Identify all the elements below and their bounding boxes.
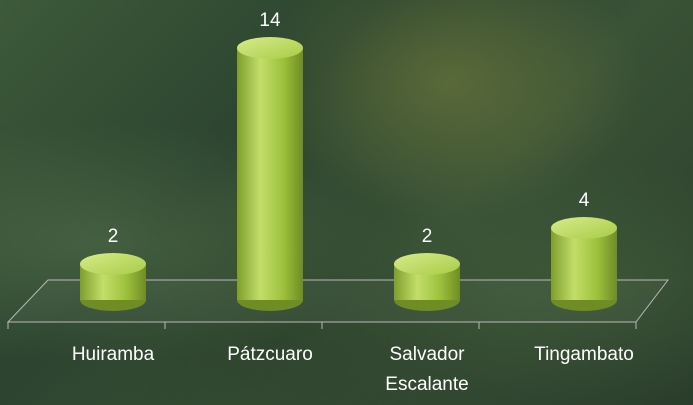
value-label: 14 xyxy=(259,10,281,31)
value-label: 4 xyxy=(579,190,590,211)
x-tick-label: Tingambato xyxy=(534,344,634,365)
bar xyxy=(237,48,303,300)
x-tick-label: Salvador Escalante xyxy=(385,344,469,395)
cylinder-top xyxy=(80,253,146,275)
x-tick-label: Pátzcuaro xyxy=(227,344,313,365)
x-tick-label: Huiramba xyxy=(71,344,155,365)
cylinder-top xyxy=(551,217,617,239)
value-label: 2 xyxy=(108,226,119,247)
value-label: 2 xyxy=(422,226,433,247)
cylinder-top xyxy=(394,253,460,275)
x-ticks xyxy=(7,322,637,329)
cylinder-top xyxy=(237,37,303,59)
bar xyxy=(551,228,617,300)
